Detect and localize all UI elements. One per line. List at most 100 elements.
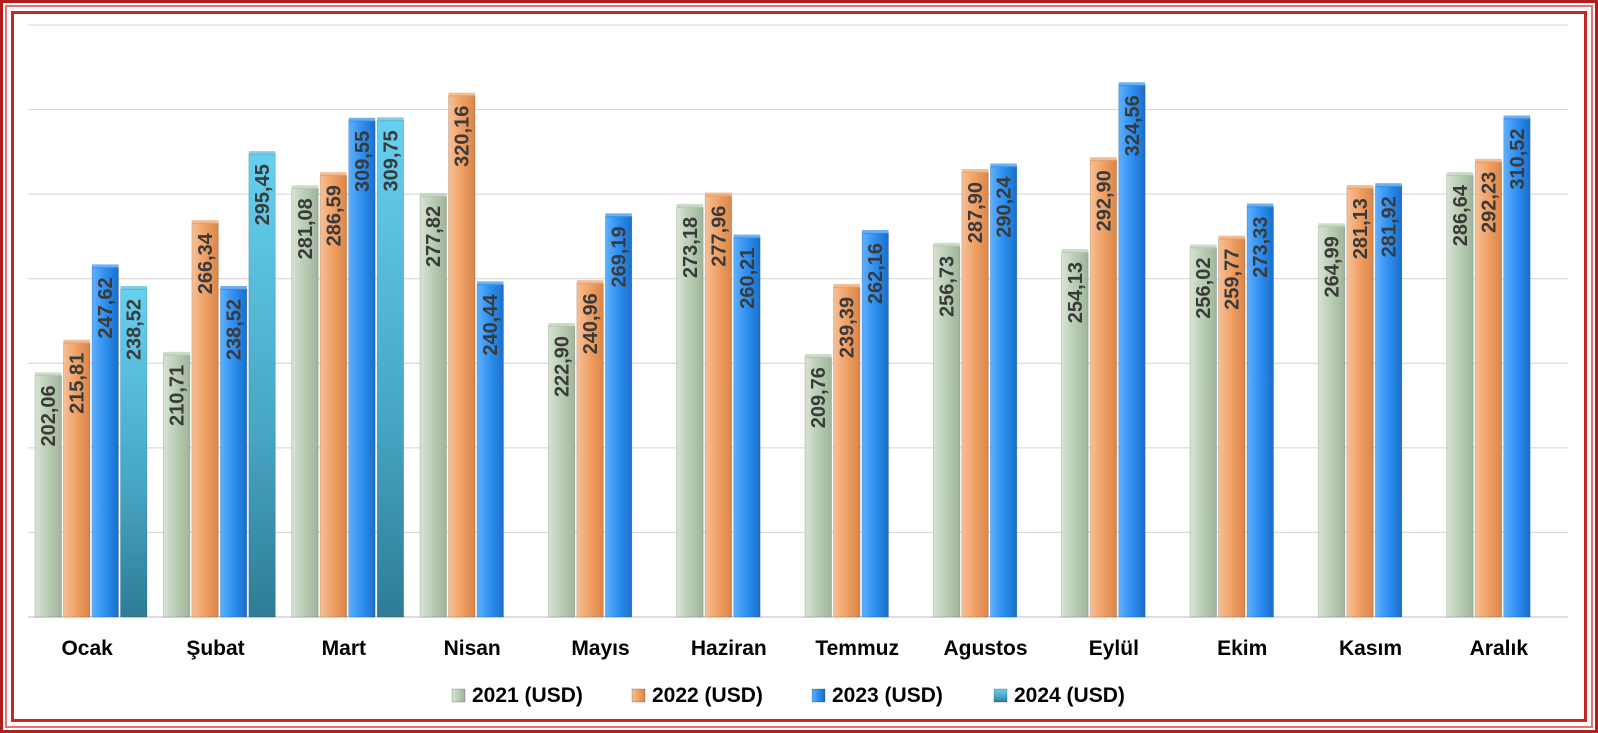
bar-top — [92, 264, 119, 269]
bar-top — [805, 354, 832, 359]
bar — [1446, 174, 1474, 618]
value-label: 320,16 — [452, 106, 474, 167]
bar — [833, 286, 861, 618]
bar-top — [220, 285, 247, 290]
value-label: 209,76 — [808, 367, 830, 428]
legend-swatch — [811, 688, 826, 703]
value-label: 286,59 — [323, 185, 345, 246]
value-label: 309,75 — [380, 130, 402, 191]
bar-top — [576, 280, 604, 285]
bar — [547, 325, 576, 618]
bar — [91, 267, 119, 618]
legend-swatch — [631, 688, 646, 703]
bar — [1061, 251, 1089, 618]
chart-border-inner — [11, 11, 1587, 722]
legend-label: 2023 (USD) — [832, 684, 943, 707]
bar — [348, 120, 376, 618]
bar-top — [448, 92, 475, 97]
bar-top — [1218, 235, 1245, 240]
value-label: 240,44 — [480, 294, 502, 356]
bar — [1089, 159, 1118, 618]
bar-top — [961, 169, 989, 174]
bar-top — [1061, 249, 1089, 254]
bar-top — [320, 172, 347, 177]
value-label: 286,64 — [1450, 184, 1472, 246]
value-label: 269,19 — [609, 226, 631, 287]
bar-top — [1190, 244, 1217, 249]
bar-top — [35, 372, 62, 377]
value-label: 254,13 — [1065, 262, 1087, 323]
bar — [291, 187, 319, 618]
value-label: 240,96 — [580, 293, 602, 354]
bar — [1246, 206, 1274, 618]
bar-top — [862, 230, 889, 235]
value-label: 266,34 — [195, 232, 217, 294]
bar — [120, 288, 148, 618]
bar-top — [548, 322, 575, 327]
value-label: 277,96 — [708, 206, 730, 267]
legend-swatch — [451, 688, 466, 703]
value-label: 295,45 — [252, 164, 274, 225]
bar — [733, 237, 761, 618]
category-label: Temmuz — [815, 637, 899, 660]
value-label: 259,77 — [1222, 249, 1244, 310]
bar — [34, 374, 62, 618]
legend-label: 2024 (USD) — [1014, 684, 1125, 707]
bar — [1503, 118, 1531, 618]
bar — [319, 174, 348, 618]
value-label: 273,33 — [1250, 217, 1272, 278]
bar — [191, 222, 219, 618]
category-label: Haziran — [691, 637, 767, 660]
bar-top — [120, 285, 147, 290]
bar — [1374, 185, 1403, 618]
value-label: 238,52 — [124, 299, 146, 360]
bar-top — [833, 283, 860, 288]
value-label: 290,24 — [994, 176, 1016, 238]
bar — [1317, 225, 1346, 618]
value-label: 239,39 — [837, 297, 859, 358]
bar — [804, 356, 832, 618]
category-label: Agustos — [944, 637, 1028, 660]
value-labels: 202,06 215,81 247,62 238,52 210,71 266,34 238,… — [38, 95, 1529, 446]
bar-top — [477, 281, 504, 286]
category-label: Mayıs — [571, 637, 629, 660]
bar-top — [990, 163, 1017, 168]
value-label: 287,90 — [965, 182, 987, 243]
value-label: 309,55 — [352, 131, 374, 192]
value-label: 281,08 — [295, 198, 317, 259]
bar — [861, 232, 889, 618]
value-label: 310,52 — [1507, 128, 1529, 189]
bar — [448, 95, 476, 618]
bar-top — [733, 234, 761, 239]
bar-top — [1318, 223, 1345, 228]
bar — [162, 354, 191, 618]
bar-top — [348, 117, 376, 122]
bar-top — [163, 351, 190, 356]
value-label: 264,99 — [1322, 236, 1344, 297]
category-label: Ocak — [61, 637, 113, 660]
category-label: Ekim — [1217, 637, 1267, 660]
legend-label: 2021 (USD) — [472, 684, 583, 707]
bar-top — [248, 151, 276, 156]
value-label: 202,06 — [38, 385, 60, 446]
value-label: 260,21 — [737, 248, 759, 309]
bar — [1346, 187, 1374, 618]
value-label: 281,13 — [1350, 198, 1372, 259]
bar-top — [1090, 157, 1117, 162]
bar — [576, 282, 604, 618]
legend-swatch — [993, 688, 1008, 703]
category-label: Eylül — [1089, 637, 1139, 660]
gridlines — [28, 24, 1568, 618]
value-label: 277,82 — [423, 206, 445, 267]
value-label: 262,16 — [865, 243, 887, 304]
value-label: 256,73 — [937, 256, 959, 317]
bar — [604, 215, 633, 618]
value-label: 292,90 — [1093, 170, 1115, 231]
bar-top — [676, 203, 704, 208]
bar-top — [63, 339, 90, 344]
bar-top — [1118, 82, 1146, 87]
value-label: 222,90 — [552, 336, 574, 397]
bar — [219, 288, 248, 618]
value-label: 281,92 — [1379, 196, 1401, 257]
